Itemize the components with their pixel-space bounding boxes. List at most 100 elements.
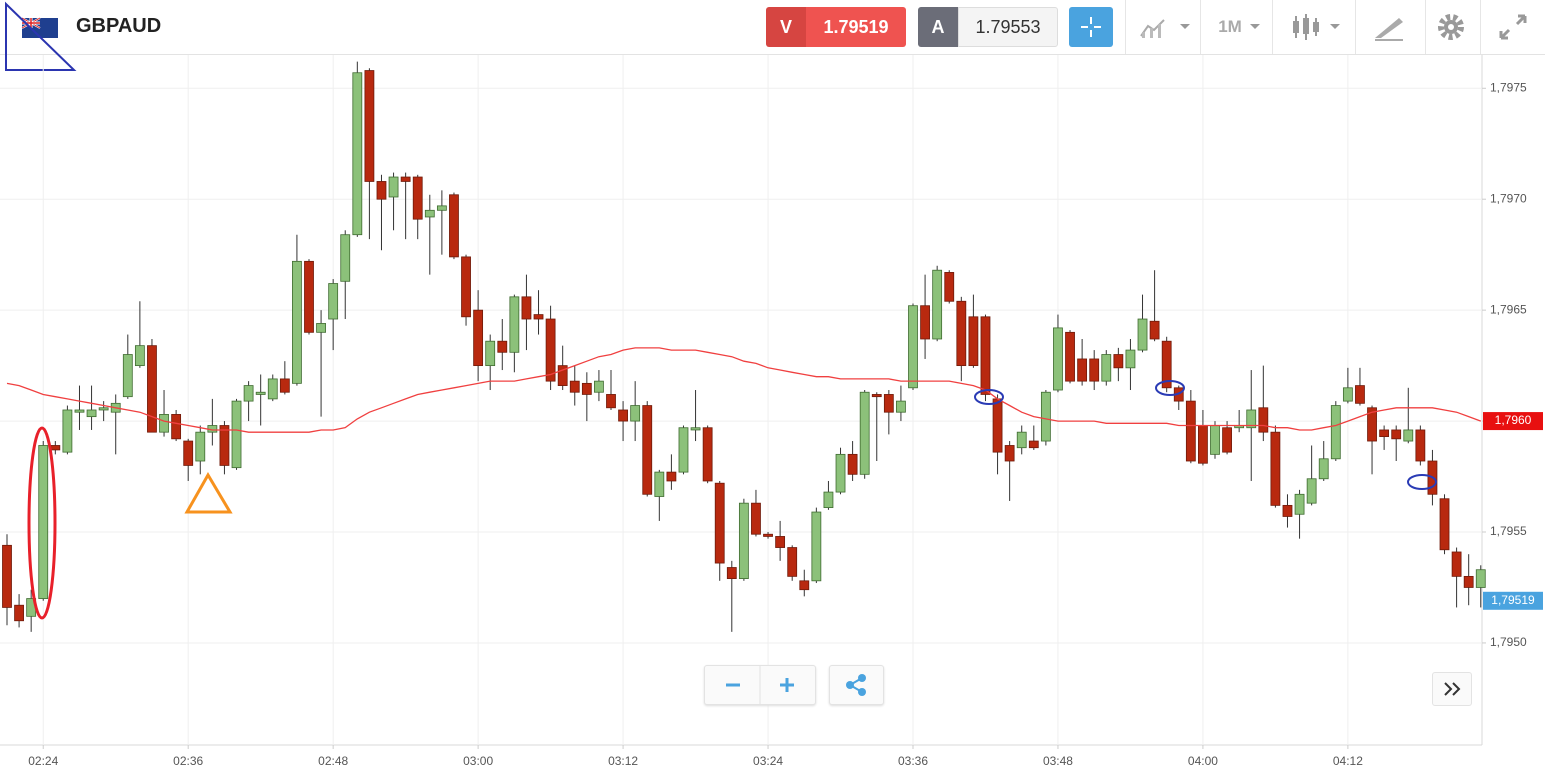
candle-body bbox=[38, 445, 49, 599]
candle-body bbox=[134, 345, 145, 367]
candle-body bbox=[1451, 551, 1462, 577]
candle-body bbox=[1463, 575, 1474, 588]
buy-letter[interactable]: A bbox=[918, 7, 958, 47]
x-tick-label: 04:12 bbox=[1333, 754, 1363, 768]
candle-body bbox=[1318, 458, 1329, 480]
candle-body bbox=[533, 314, 544, 320]
candle-body bbox=[1270, 431, 1281, 506]
price-box bbox=[1483, 591, 1543, 610]
candle-body bbox=[1101, 354, 1112, 382]
interval-button[interactable]: 1M bbox=[1218, 17, 1242, 36]
candle-body bbox=[231, 400, 242, 469]
candle-body bbox=[956, 300, 967, 367]
candle-body bbox=[1475, 569, 1486, 588]
x-tick-label: 02:36 bbox=[173, 754, 203, 768]
share-icon bbox=[846, 674, 866, 696]
crosshair-button[interactable] bbox=[1069, 7, 1113, 47]
candle-body bbox=[316, 323, 326, 333]
candle-body bbox=[1391, 429, 1402, 440]
candle-body bbox=[219, 425, 230, 466]
separator bbox=[1480, 0, 1481, 54]
candle-body bbox=[642, 405, 653, 495]
separator bbox=[1125, 0, 1126, 54]
candle-body bbox=[896, 400, 906, 413]
moving-average bbox=[6, 347, 1482, 433]
candle-body bbox=[50, 445, 61, 451]
candle-body bbox=[279, 378, 290, 393]
candle-body bbox=[1149, 320, 1160, 340]
candle-body bbox=[1004, 445, 1015, 462]
fullscreen-button[interactable] bbox=[1497, 12, 1529, 42]
price-box-label: 1,7960 bbox=[1495, 413, 1532, 427]
candle-body bbox=[1016, 431, 1027, 449]
candle-body bbox=[485, 340, 496, 367]
candle-body bbox=[944, 272, 955, 302]
candle-body bbox=[328, 283, 339, 320]
candle-body bbox=[1089, 358, 1100, 382]
candle-body bbox=[932, 269, 943, 340]
candle-body bbox=[726, 567, 737, 580]
candle-body bbox=[1403, 429, 1414, 442]
candle-body bbox=[920, 305, 930, 340]
candle-body bbox=[473, 309, 484, 367]
candle-body bbox=[1427, 460, 1438, 495]
candles-button[interactable] bbox=[1290, 12, 1346, 42]
candle-body bbox=[654, 471, 665, 497]
candle-body bbox=[1125, 349, 1136, 369]
candle-body bbox=[1342, 387, 1353, 402]
candle-body bbox=[147, 345, 157, 433]
sell-price[interactable]: 1.79519 bbox=[806, 7, 906, 47]
candle-body bbox=[292, 260, 302, 384]
candle-body bbox=[497, 340, 508, 353]
candle-body bbox=[1294, 493, 1305, 515]
candle-body bbox=[159, 414, 169, 433]
zoom-in[interactable] bbox=[780, 678, 794, 692]
candle-body bbox=[509, 296, 520, 353]
candle-body bbox=[376, 181, 387, 200]
share-button[interactable] bbox=[829, 665, 884, 705]
candle-body bbox=[364, 70, 375, 182]
x-tick-label: 02:48 bbox=[318, 754, 348, 768]
y-tick-label: 1,7955 bbox=[1490, 524, 1527, 538]
buy-price[interactable]: 1.79553 bbox=[958, 7, 1058, 47]
candle-body bbox=[787, 547, 798, 577]
candle-body bbox=[1173, 387, 1184, 402]
scroll-right-button[interactable] bbox=[1432, 672, 1472, 706]
sell-letter[interactable]: V bbox=[766, 7, 806, 47]
chart-type-button[interactable] bbox=[1138, 14, 1194, 40]
candle-body bbox=[340, 234, 351, 282]
candle-body bbox=[594, 380, 604, 393]
y-tick-label: 1,7975 bbox=[1490, 80, 1527, 94]
candle-body bbox=[62, 409, 73, 453]
candle-body bbox=[1282, 504, 1293, 517]
y-tick-label: 1,7970 bbox=[1490, 191, 1527, 205]
candle-body bbox=[352, 72, 363, 236]
candle-body bbox=[1379, 429, 1390, 438]
candle-body bbox=[630, 405, 641, 422]
x-tick-label: 03:00 bbox=[463, 754, 493, 768]
crosshair-icon bbox=[1081, 17, 1101, 37]
symbol: GBPAUD bbox=[76, 15, 162, 37]
candle-body bbox=[1330, 405, 1341, 460]
candle-body bbox=[1198, 425, 1208, 464]
settings-button[interactable] bbox=[1436, 12, 1466, 42]
candle-body bbox=[581, 382, 592, 395]
candle-body bbox=[26, 598, 37, 617]
candle-body bbox=[702, 427, 713, 482]
candle-body bbox=[847, 453, 858, 475]
candle-body bbox=[1258, 407, 1269, 433]
candle-body bbox=[1161, 340, 1172, 389]
candle-body bbox=[14, 604, 24, 622]
x-tick-label: 03:12 bbox=[608, 754, 638, 768]
y-tick-label: 1,7965 bbox=[1490, 302, 1527, 316]
candle-body bbox=[1222, 427, 1232, 453]
candle-body bbox=[618, 409, 628, 422]
candle-body bbox=[267, 378, 278, 400]
separator bbox=[1200, 0, 1201, 54]
draw-button[interactable] bbox=[1373, 12, 1405, 42]
candle-body bbox=[1415, 429, 1426, 462]
candle-body bbox=[1355, 385, 1365, 404]
candle-body bbox=[811, 511, 822, 582]
separator bbox=[1425, 0, 1426, 54]
